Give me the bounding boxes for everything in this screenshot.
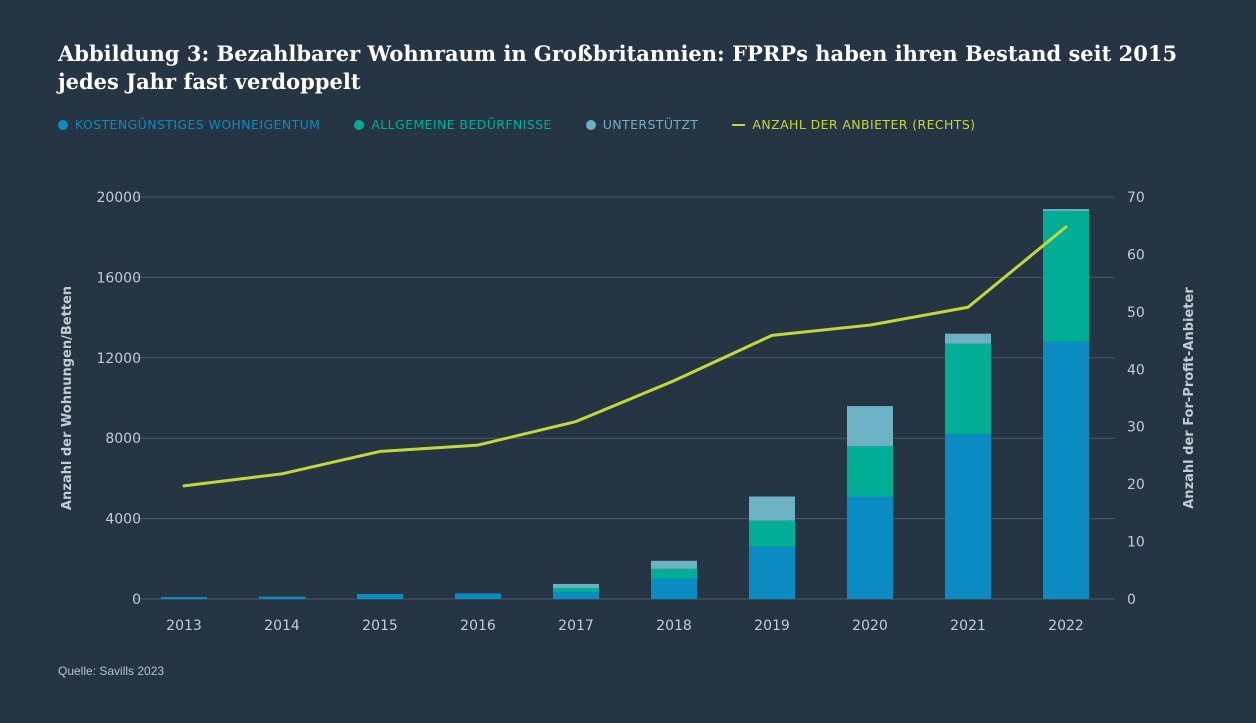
bar-allgemeine-bedurfnisse-2018 — [651, 568, 697, 579]
bar-allgemeine-bedurfnisse-2021 — [945, 343, 991, 435]
bar-kostengunstiges-wohneigentum-2019 — [749, 546, 795, 599]
legend-swatch-anzahl-der-anbieter — [732, 123, 746, 126]
bar-unterstutzt-2018 — [651, 560, 697, 569]
x-tick-label-2016: 2016 — [460, 618, 496, 634]
y2-tick-label-60: 60 — [1127, 247, 1145, 263]
bar-kostengunstiges-wohneigentum-2021 — [945, 434, 991, 599]
y2-tick-label-70: 70 — [1127, 190, 1145, 206]
line-anzahl-der-anbieter — [182, 225, 1068, 488]
y2-tick-label-50: 50 — [1127, 305, 1145, 321]
bar-allgemeine-bedurfnisse-2022 — [1043, 211, 1089, 342]
legend-item-unterstuetzt: UNTERSTÜTZT — [585, 117, 699, 132]
bar-unterstutzt-2022 — [1043, 209, 1089, 212]
bar-kostengunstiges-wohneigentum-2022 — [1043, 341, 1089, 599]
bar-kostengunstiges-wohneigentum-2013 — [161, 596, 207, 599]
legend-swatch-unterstuetzt — [585, 119, 596, 130]
bar-allgemeine-bedurfnisse-2019 — [749, 520, 795, 547]
legend-label-unterstuetzt: UNTERSTÜTZT — [602, 117, 699, 132]
bar-kostengunstiges-wohneigentum-2020 — [847, 496, 893, 599]
x-tick-label-2019: 2019 — [754, 618, 790, 634]
x-tick-label-2015: 2015 — [362, 618, 398, 634]
y-tick-label-8000: 8000 — [105, 431, 141, 447]
legend-item-kostenguenstiges-wohneigentum: KOSTENGÜNSTIGES WOHNEIGENTUM — [58, 117, 320, 132]
y-tick-label-0: 0 — [132, 592, 141, 608]
bar-kostengunstiges-wohneigentum-2016 — [455, 593, 501, 599]
bar-unterstutzt-2021 — [945, 333, 991, 344]
legend-label-kostenguenstiges-wohneigentum: KOSTENGÜNSTIGES WOHNEIGENTUM — [75, 117, 321, 132]
legend: KOSTENGÜNSTIGES WOHNEIGENTUM ALLGEMEINE … — [58, 117, 1009, 132]
y-tick-label-20000: 20000 — [96, 190, 141, 206]
y2-axis-title: Anzahl der For-Profit-Anbieter — [1182, 287, 1197, 509]
bar-allgemeine-bedurfnisse-2017 — [553, 587, 599, 592]
y2-tick-label-40: 40 — [1127, 362, 1145, 378]
y2-tick-label-20: 20 — [1127, 477, 1145, 493]
bar-unterstutzt-2020 — [847, 406, 893, 447]
bar-kostengunstiges-wohneigentum-2014 — [259, 596, 305, 599]
legend-swatch-kostenguenstiges-wohneigentum — [58, 119, 68, 130]
source-note: Quelle: Savills 2023 — [58, 664, 165, 678]
y-tick-label-4000: 4000 — [105, 512, 141, 528]
legend-label-anzahl-der-anbieter: ANZAHL DER ANBIETER (RECHTS) — [752, 117, 976, 132]
bar-unterstutzt-2017 — [553, 583, 599, 588]
x-tick-label-2014: 2014 — [264, 618, 300, 634]
x-tick-label-2021: 2021 — [950, 618, 986, 634]
bar-allgemeine-bedurfnisse-2020 — [847, 446, 893, 497]
bar-unterstutzt-2019 — [749, 496, 795, 521]
y-tick-label-16000: 16000 — [96, 270, 141, 286]
y-axis-title: Anzahl der Wohnungen/Betten — [60, 286, 75, 510]
x-tick-label-2013: 2013 — [166, 618, 202, 634]
chart-title: Abbildung 3: Bezahlbarer Wohnraum in Gro… — [58, 41, 1178, 94]
x-tick-label-2018: 2018 — [656, 618, 692, 634]
y2-tick-label-0: 0 — [1127, 592, 1136, 608]
y-tick-label-12000: 12000 — [96, 351, 141, 367]
legend-swatch-allgemeine-beduerfnisse — [354, 119, 365, 130]
bar-kostengunstiges-wohneigentum-2017 — [553, 591, 599, 599]
x-tick-label-2017: 2017 — [558, 618, 594, 634]
bar-kostengunstiges-wohneigentum-2018 — [651, 578, 697, 599]
legend-label-allgemeine-beduerfnisse: ALLGEMEINE BEDÜRFNISSE — [371, 117, 552, 132]
legend-item-allgemeine-beduerfnisse: ALLGEMEINE BEDÜRFNISSE — [354, 117, 551, 132]
y2-tick-label-30: 30 — [1127, 420, 1145, 436]
y2-tick-label-10: 10 — [1127, 535, 1145, 551]
x-tick-label-2022: 2022 — [1048, 618, 1084, 634]
legend-item-anzahl-der-anbieter: ANZAHL DER ANBIETER (RECHTS) — [732, 117, 975, 132]
bar-kostengunstiges-wohneigentum-2015 — [357, 593, 403, 599]
x-tick-label-2020: 2020 — [852, 618, 888, 634]
